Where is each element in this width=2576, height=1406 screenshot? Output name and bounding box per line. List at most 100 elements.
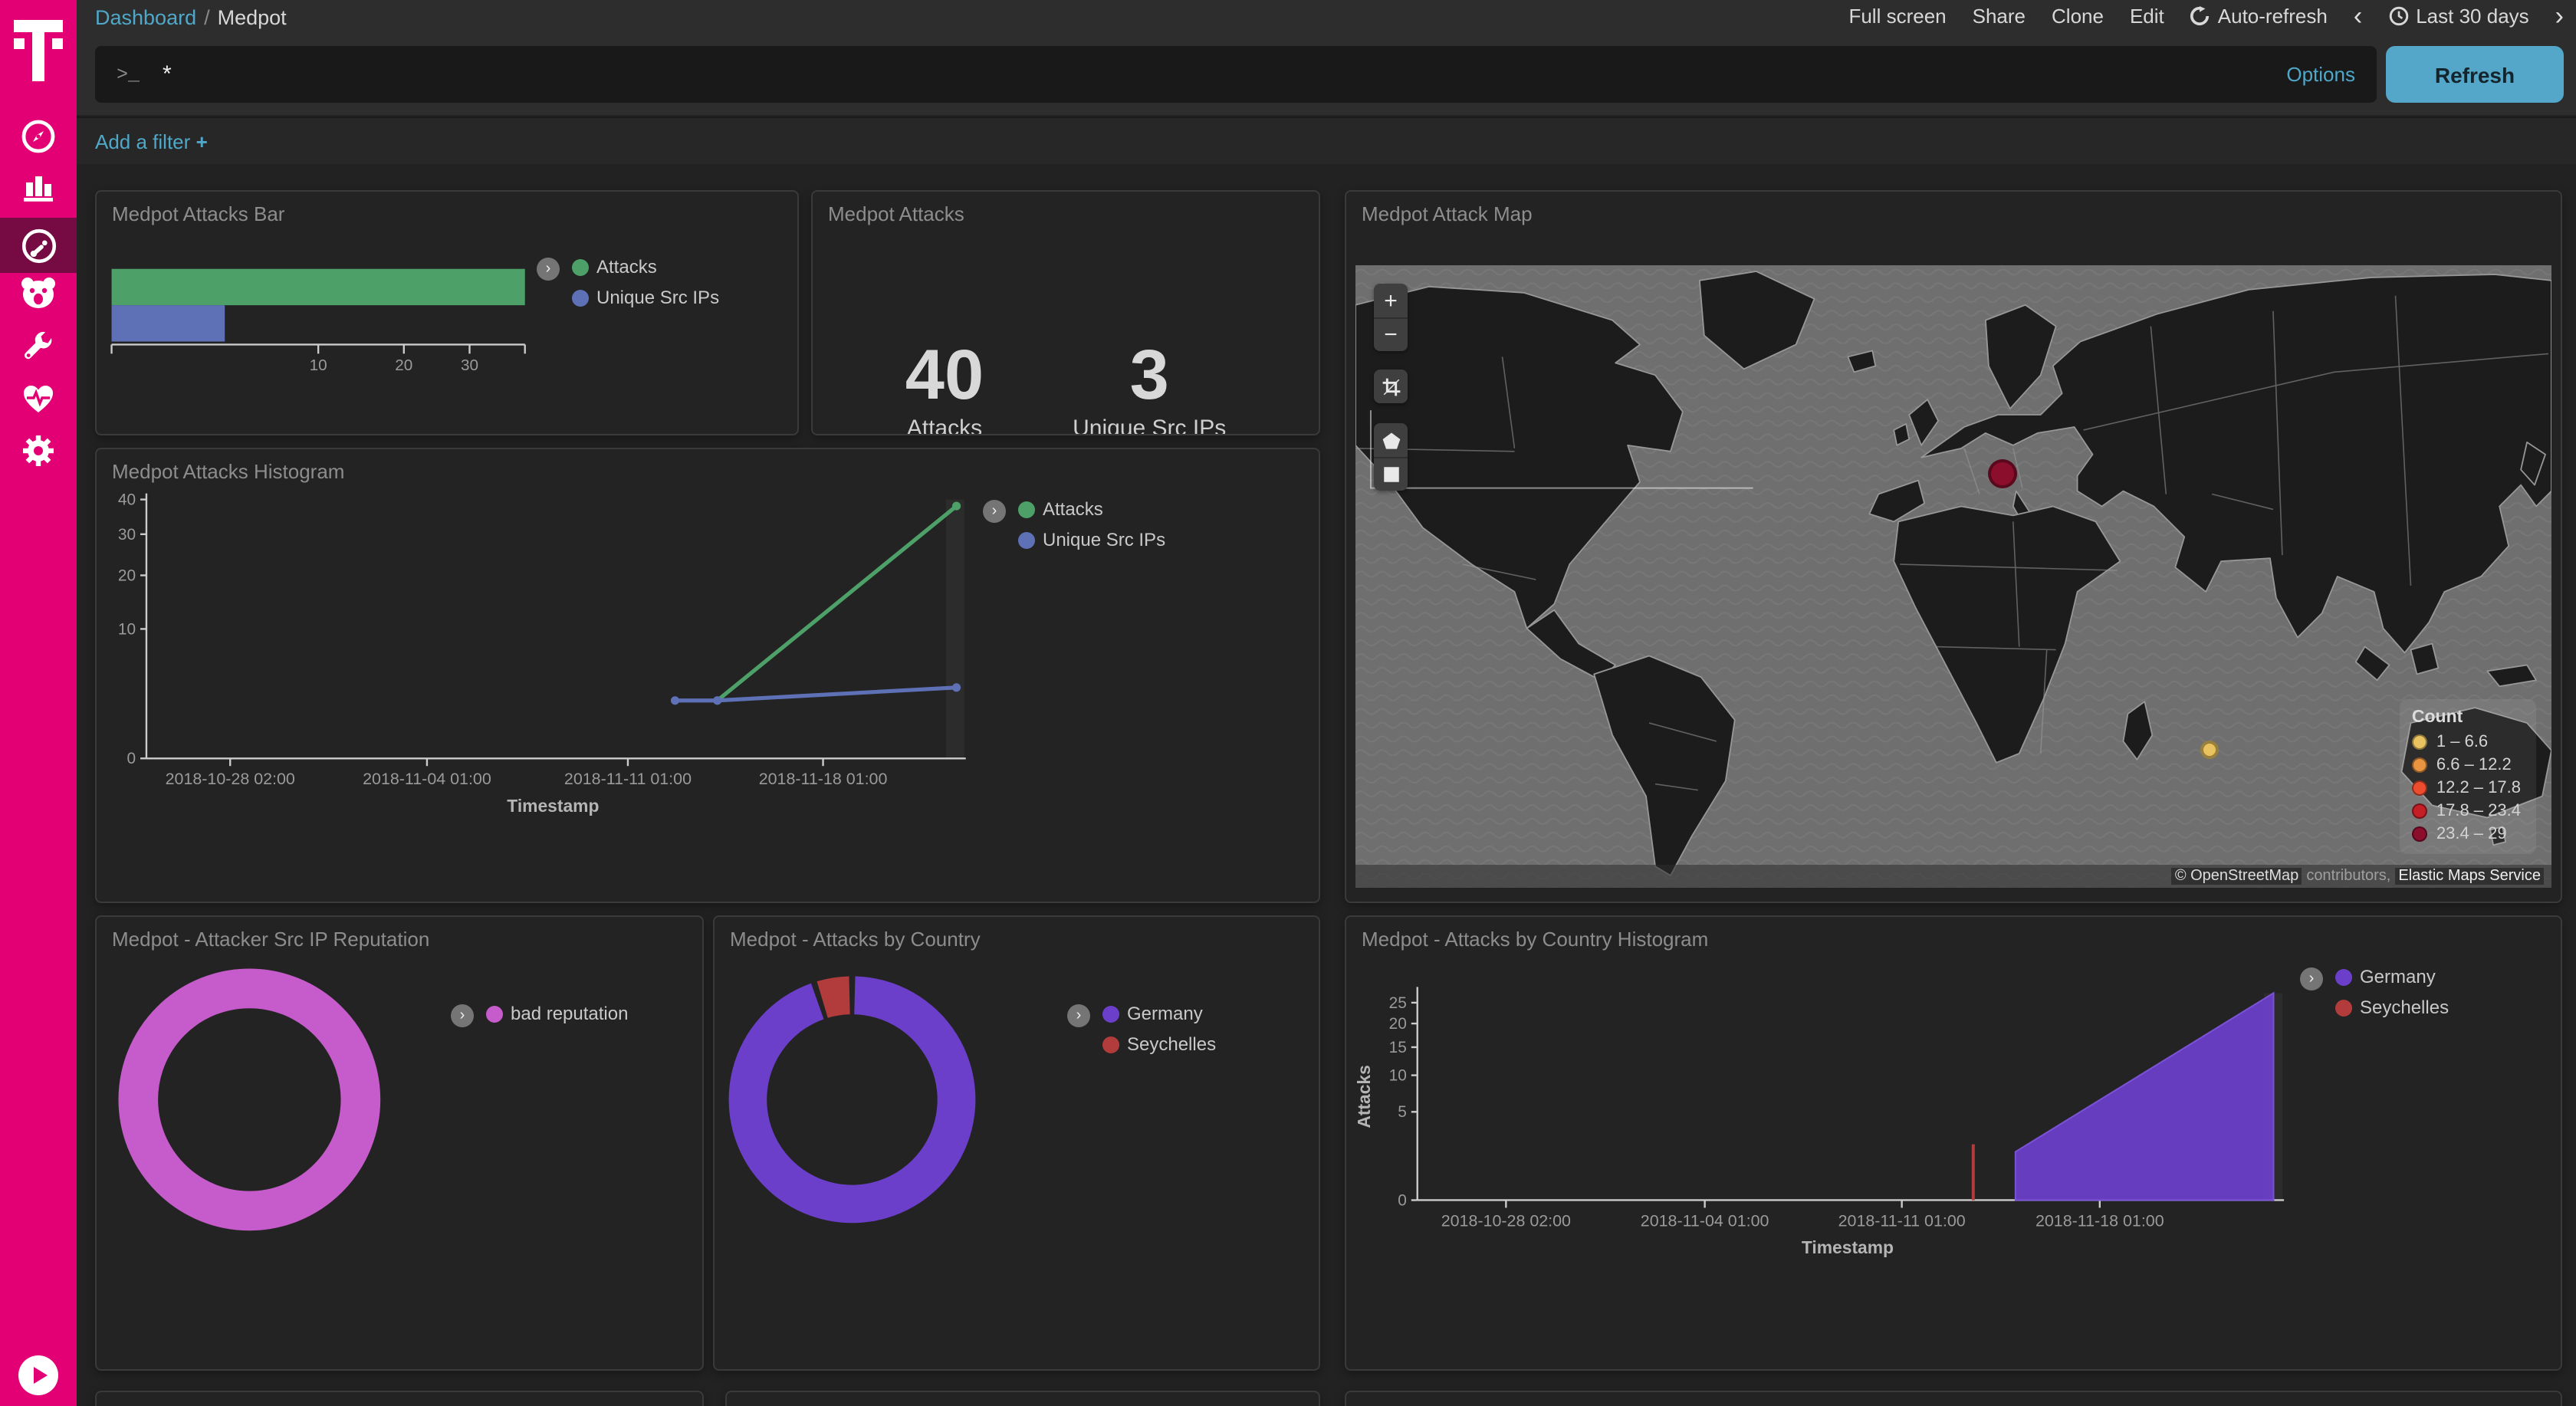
map-legend-label: 1 – 6.6 bbox=[2436, 733, 2489, 751]
svg-text:30: 30 bbox=[118, 526, 136, 544]
world-map[interactable]: + − bbox=[1355, 265, 2551, 888]
clone-button[interactable]: Clone bbox=[2052, 5, 2104, 28]
legend-color-dot bbox=[1102, 1036, 1119, 1053]
draw-polygon-button[interactable] bbox=[1374, 423, 1408, 457]
panel-title: Medpot - Attacks by Country Histogram bbox=[1362, 928, 1709, 951]
map-legend: Count 1 – 6.6 6.6 – 12.2 12.2 – 17.8 17.8 –… bbox=[2399, 699, 2536, 854]
breadcrumb-separator: / bbox=[204, 6, 210, 29]
breadcrumb-dashboard-link[interactable]: Dashboard bbox=[95, 6, 197, 29]
svg-text:2018-11-11 01:00: 2018-11-11 01:00 bbox=[564, 770, 692, 788]
svg-text:2018-10-28 02:00: 2018-10-28 02:00 bbox=[166, 770, 295, 788]
sidebar-collapse-button[interactable] bbox=[0, 1349, 77, 1401]
sidebar-item-dev-tools[interactable] bbox=[0, 320, 77, 373]
legend-item[interactable]: Seychelles bbox=[1102, 1033, 1216, 1055]
legend-item[interactable]: Attacks bbox=[1018, 498, 1165, 520]
compass-icon bbox=[21, 120, 55, 153]
panel-title: Medpot - Attacks by Country bbox=[730, 928, 981, 951]
svg-text:0: 0 bbox=[1398, 1191, 1407, 1209]
query-options-link[interactable]: Options bbox=[2286, 63, 2355, 86]
time-forward-chevron[interactable]: › bbox=[2555, 1, 2564, 30]
auto-refresh-button[interactable]: Auto-refresh bbox=[2190, 5, 2328, 28]
legend-expand-button[interactable]: › bbox=[1067, 1004, 1090, 1027]
top-nav: Full screen Share Clone Edit Auto-refres… bbox=[1848, 1, 2564, 30]
map-legend-title: Count bbox=[2411, 708, 2463, 727]
svg-text:2018-11-18 01:00: 2018-11-18 01:00 bbox=[759, 770, 888, 788]
map-legend-color-dot bbox=[2411, 826, 2427, 842]
world-map-svg bbox=[1355, 265, 2551, 888]
elastic-maps-link[interactable]: Elastic Maps Service bbox=[2395, 868, 2544, 885]
edit-button[interactable]: Edit bbox=[2129, 5, 2164, 28]
sidebar-item-tpot[interactable] bbox=[0, 267, 77, 319]
legend-expand-button[interactable]: › bbox=[451, 1004, 474, 1027]
legend-item[interactable]: Unique Src IPs bbox=[1018, 529, 1165, 550]
panel-attacks-histogram: Medpot Attacks Histogram 0 10 20 30 40 2018-1… bbox=[95, 448, 1320, 903]
wrench-icon bbox=[25, 331, 52, 360]
add-filter-link[interactable]: Add a filter + bbox=[95, 130, 208, 153]
metric: 40 Attacks bbox=[905, 339, 984, 434]
legend-label: bad reputation bbox=[511, 1003, 629, 1024]
legend: › Attacks Unique Src IPs bbox=[983, 498, 1165, 550]
legend-item[interactable]: bad reputation bbox=[486, 1003, 628, 1024]
legend-label: Attacks bbox=[1043, 498, 1103, 520]
clock-icon bbox=[2388, 6, 2408, 26]
legend-item[interactable]: Attacks bbox=[572, 256, 719, 278]
map-legend-color-dot bbox=[2411, 803, 2427, 819]
panel-below-fold-1 bbox=[95, 1391, 704, 1406]
sidebar-item-management[interactable] bbox=[0, 425, 77, 477]
telekom-logo[interactable] bbox=[12, 15, 64, 94]
panel-title: Medpot Attacks Bar bbox=[112, 202, 285, 225]
plus-icon: + bbox=[196, 130, 208, 153]
time-back-chevron[interactable]: ‹ bbox=[2353, 1, 2363, 30]
panel-title: Medpot Attacks Histogram bbox=[112, 460, 345, 483]
legend-label: Germany bbox=[1127, 1003, 1203, 1024]
full-screen-button[interactable]: Full screen bbox=[1848, 5, 1947, 28]
legend-label: Germany bbox=[2360, 966, 2436, 987]
time-range-picker[interactable]: Last 30 days bbox=[2388, 5, 2529, 28]
fit-data-bounds-button[interactable] bbox=[1374, 370, 1408, 403]
legend-item[interactable]: Seychelles bbox=[2335, 997, 2449, 1018]
share-button[interactable]: Share bbox=[1972, 5, 2026, 28]
legend-expand-button[interactable]: › bbox=[537, 258, 560, 281]
panel-attacks-metric: Medpot Attacks 40 Attacks 3 Unique Src IPs bbox=[811, 190, 1320, 435]
sidebar-item-discover[interactable] bbox=[0, 110, 77, 163]
refresh-cycle-icon bbox=[2190, 6, 2210, 26]
svg-text:40: 40 bbox=[118, 491, 136, 509]
legend-item[interactable]: Germany bbox=[1102, 1003, 1216, 1024]
refresh-button[interactable]: Refresh bbox=[2386, 46, 2564, 103]
sidebar-item-dashboard[interactable] bbox=[0, 218, 77, 273]
map-attack-dot[interactable] bbox=[1987, 459, 2017, 489]
osm-link[interactable]: © OpenStreetMap bbox=[2171, 868, 2302, 885]
legend-color-dot bbox=[1102, 1005, 1119, 1022]
pentagon-icon bbox=[1382, 432, 1400, 448]
query-value[interactable]: * bbox=[163, 61, 172, 87]
metric: 3 Unique Src IPs bbox=[1073, 339, 1226, 434]
country-area-chart: 0 5 10 15 20 25 2018-10-28 02:00 2018-11-04 01:… bbox=[1354, 987, 2285, 1257]
map-attack-dot[interactable] bbox=[2200, 741, 2219, 760]
svg-text:2018-10-28 02:00: 2018-10-28 02:00 bbox=[1441, 1211, 1571, 1230]
legend-expand-button[interactable]: › bbox=[2300, 967, 2323, 990]
top-header: Dashboard / Medpot Full screen Share Clone… bbox=[77, 0, 2576, 115]
map-legend-label: 17.8 – 23.4 bbox=[2436, 802, 2521, 820]
sidebar-item-visualize[interactable] bbox=[0, 159, 77, 212]
legend-expand-button[interactable]: › bbox=[983, 500, 1006, 523]
attacks-bar-chart: 10 20 30 bbox=[110, 268, 526, 374]
sidebar-item-monitoring[interactable] bbox=[0, 373, 77, 425]
svg-text:Attacks: Attacks bbox=[1354, 1065, 1374, 1128]
map-zoom-controls: + − bbox=[1374, 284, 1408, 351]
zoom-in-button[interactable]: + bbox=[1374, 284, 1408, 317]
svg-text:20: 20 bbox=[1389, 1015, 1407, 1033]
zoom-out-button[interactable]: − bbox=[1374, 317, 1408, 351]
filter-bar: Add a filter + bbox=[77, 117, 2576, 164]
legend-color-dot bbox=[2335, 999, 2352, 1016]
legend-item[interactable]: Germany bbox=[2335, 966, 2449, 987]
draw-rectangle-button[interactable] bbox=[1374, 457, 1408, 491]
panel-attacks-by-country: Medpot - Attacks by Country › Germany Sey… bbox=[713, 915, 1320, 1371]
svg-text:0: 0 bbox=[127, 750, 136, 767]
map-legend-item: 17.8 – 23.4 bbox=[2411, 802, 2521, 820]
svg-text:25: 25 bbox=[1389, 994, 1407, 1012]
legend-color-dot bbox=[572, 258, 589, 275]
legend-item[interactable]: Unique Src IPs bbox=[572, 287, 719, 308]
legend-label: Seychelles bbox=[1127, 1033, 1217, 1055]
query-input[interactable]: >_ * Options bbox=[95, 46, 2377, 103]
